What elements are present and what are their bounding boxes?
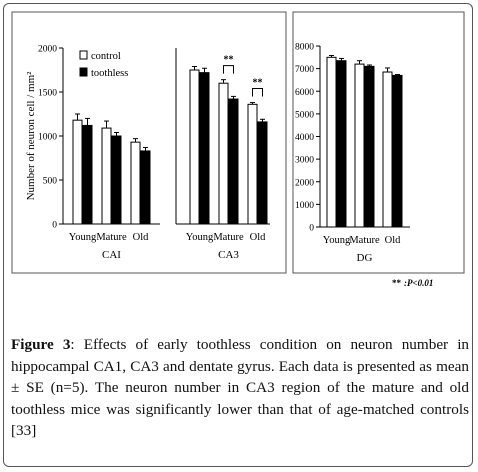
x-category-label: Mature bbox=[349, 235, 380, 246]
panel-label: CAI bbox=[102, 249, 121, 261]
bar-control-mature bbox=[218, 82, 229, 225]
bar-toothless-young bbox=[199, 72, 210, 225]
legend-label-control: control bbox=[91, 51, 121, 62]
legend-swatch-toothless bbox=[79, 67, 88, 77]
figure-caption: Figure 3: Effects of early toothless con… bbox=[11, 334, 469, 442]
y-axis-title: Number of neuron cell / mm² bbox=[25, 71, 37, 201]
x-category-label: Mature bbox=[213, 232, 244, 243]
y-tick-label: 5000 bbox=[295, 110, 314, 120]
panel-label: DG bbox=[357, 252, 373, 264]
y-tick-label: 500 bbox=[43, 177, 58, 187]
bar-control-young bbox=[326, 56, 337, 228]
y-tick-label: 1000 bbox=[38, 133, 57, 143]
bar-toothless-mature bbox=[364, 65, 375, 228]
y-tick-label: 2000 bbox=[295, 178, 314, 188]
y-tick-label: 4000 bbox=[295, 133, 314, 143]
figure-caption-text: : Effects of early toothless condition o… bbox=[11, 336, 470, 440]
bar-toothless-old bbox=[392, 74, 403, 228]
bar-toothless-old bbox=[140, 150, 151, 225]
y-tick-label: 1500 bbox=[38, 89, 57, 99]
legend-label-toothless: toothless bbox=[91, 68, 128, 79]
x-category-label: Young bbox=[69, 232, 97, 243]
y-tick-label: 8000 bbox=[295, 43, 314, 53]
bar-toothless-mature bbox=[111, 135, 122, 225]
x-category-label: Young bbox=[323, 235, 351, 246]
panel-label: CA3 bbox=[218, 249, 239, 261]
x-category-label: Young bbox=[186, 232, 214, 243]
bar-control-old bbox=[247, 103, 258, 225]
panel-border-ca bbox=[11, 11, 287, 274]
bar-control-young bbox=[72, 119, 83, 225]
figure-label: Figure 3 bbox=[11, 336, 71, 353]
note-stars: ** bbox=[392, 278, 402, 288]
y-tick-label: 0 bbox=[309, 224, 314, 234]
significance-stars: ** bbox=[224, 55, 234, 66]
bar-control-old bbox=[382, 71, 393, 228]
y-tick-label: 6000 bbox=[295, 88, 314, 98]
y-tick-label: 2000 bbox=[38, 45, 57, 55]
bar-toothless-mature bbox=[228, 98, 239, 225]
significance-bracket bbox=[252, 88, 263, 97]
bar-toothless-old bbox=[257, 121, 268, 225]
bar-control-mature bbox=[101, 127, 112, 225]
bar-control-mature bbox=[354, 63, 365, 228]
significance-stars: ** bbox=[253, 78, 263, 89]
y-tick-label: 7000 bbox=[295, 65, 314, 75]
bar-control-young bbox=[189, 69, 200, 225]
x-category-label: Old bbox=[250, 232, 267, 243]
x-category-label: Old bbox=[133, 232, 150, 243]
significance-bracket bbox=[223, 65, 234, 74]
y-tick-label: 0 bbox=[52, 221, 57, 231]
bar-toothless-young bbox=[82, 124, 93, 225]
y-tick-label: 3000 bbox=[295, 156, 314, 166]
x-category-label: Old bbox=[385, 235, 402, 246]
y-tick-label: 1000 bbox=[295, 201, 314, 211]
panel-border-dg bbox=[292, 11, 465, 274]
legend-swatch-control bbox=[79, 50, 88, 60]
note-pvalue: :P<0.01 bbox=[404, 278, 433, 288]
bar-toothless-young bbox=[336, 60, 347, 228]
x-category-label: Mature bbox=[96, 232, 127, 243]
bar-control-old bbox=[130, 141, 141, 225]
